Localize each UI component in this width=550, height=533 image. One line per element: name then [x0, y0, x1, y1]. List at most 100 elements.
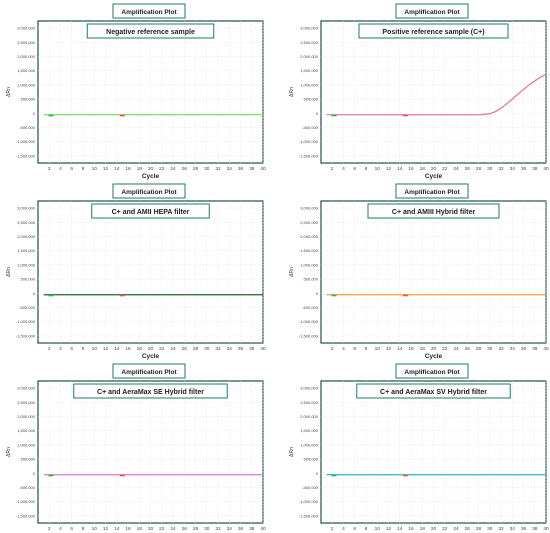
y-axis-label: ΔRn — [6, 87, 12, 97]
x-tick-label: 14 — [397, 166, 403, 172]
title-box — [358, 23, 509, 39]
y-tick-label: 1,500,000 — [300, 248, 319, 253]
y-axis-label: ΔRn — [289, 447, 295, 457]
x-tick-label: 40 — [543, 346, 549, 352]
x-tick-label: 36 — [238, 346, 244, 352]
chart-header: Amplification Plot — [121, 9, 177, 16]
chart-panel: Amplification Plot -1,500,000 -1,000,000 -5… — [6, 183, 266, 360]
header-box — [112, 3, 186, 19]
y-tick-label: -1,000,000 — [16, 319, 36, 324]
x-tick-label: 34 — [227, 166, 233, 172]
x-tick-label: 10 — [375, 166, 381, 172]
y-axis-label: ΔRn — [289, 267, 295, 277]
y-tick-label: 3,000,000 — [17, 206, 36, 211]
x-tick-label: 20 — [148, 526, 154, 532]
x-tick-label: 28 — [476, 166, 482, 172]
x-tick-label: 14 — [114, 346, 120, 352]
x-tick-label: 6 — [353, 526, 356, 532]
y-tick-label: -500,000 — [19, 125, 36, 130]
chart-title: C+ and AeraMax SE Hybrid filter — [97, 389, 204, 396]
x-tick-label: 40 — [543, 526, 549, 532]
x-tick-label: 16 — [125, 346, 131, 352]
x-tick-label: 4 — [59, 166, 62, 172]
x-tick-label: 24 — [170, 166, 176, 172]
x-tick-label: 32 — [498, 166, 504, 172]
y-tick-label: 2,000,000 — [17, 234, 36, 239]
x-tick-label: 12 — [103, 526, 109, 532]
chart-panel: Amplification Plot -1,500,000 -1,000,000 -5… — [289, 363, 549, 532]
x-tick-label: 10 — [375, 526, 381, 532]
x-tick-label: 14 — [397, 346, 403, 352]
x-tick-label: 24 — [170, 346, 176, 352]
y-axis-label: ΔRn — [6, 267, 12, 277]
x-tick-label: 34 — [227, 346, 233, 352]
x-tick-label: 12 — [386, 526, 392, 532]
x-tick-label: 28 — [476, 526, 482, 532]
y-tick-label: 1,000,000 — [300, 442, 319, 447]
chart-title: C+ and AMII HEPA filter — [112, 209, 190, 216]
header-box — [112, 183, 186, 199]
y-tick-label: 0 — [316, 291, 319, 296]
header-box — [395, 3, 469, 19]
chart-title: Negative reference sample — [106, 29, 195, 36]
x-tick-label: 34 — [510, 526, 516, 532]
header-box — [395, 183, 469, 199]
x-tick-label: 8 — [365, 166, 368, 172]
x-tick-label: 10 — [92, 166, 98, 172]
x-tick-label: 24 — [453, 346, 459, 352]
x-tick-label: 6 — [70, 346, 73, 352]
series-line — [326, 73, 547, 116]
y-tick-label: 1,000,000 — [17, 442, 36, 447]
x-tick-label: 30 — [204, 166, 210, 172]
x-tick-label: 38 — [532, 526, 538, 532]
y-tick-label: -1,500,000 — [16, 513, 36, 518]
y-tick-label: 1,500,000 — [17, 428, 36, 433]
x-tick-label: 16 — [408, 346, 414, 352]
x-tick-label: 12 — [386, 166, 392, 172]
x-tick-label: 24 — [453, 526, 459, 532]
x-tick-label: 30 — [487, 166, 493, 172]
x-tick-label: 26 — [465, 166, 471, 172]
x-tick-label: 2 — [48, 526, 51, 532]
title-box — [86, 23, 215, 39]
x-tick-label: 40 — [260, 346, 266, 352]
chart-panel: Amplification Plot -1,500,000 -1,000,000 -5… — [289, 3, 549, 180]
title-box — [356, 383, 511, 399]
y-tick-label: 2,500,000 — [17, 40, 36, 45]
y-tick-label: 3,000,000 — [300, 26, 319, 31]
y-tick-label: 2,500,000 — [300, 40, 319, 45]
x-tick-label: 2 — [331, 526, 334, 532]
x-tick-label: 18 — [137, 526, 143, 532]
x-tick-label: 34 — [510, 346, 516, 352]
y-axis-label: ΔRn — [6, 447, 12, 457]
x-tick-label: 4 — [342, 346, 345, 352]
x-tick-label: 38 — [532, 346, 538, 352]
y-tick-label: 1,000,000 — [300, 82, 319, 87]
x-tick-label: 20 — [148, 166, 154, 172]
y-tick-label: 2,000,000 — [300, 414, 319, 419]
y-tick-label: 500,000 — [304, 277, 319, 282]
x-tick-label: 22 — [442, 346, 448, 352]
x-tick-label: 2 — [331, 166, 334, 172]
y-tick-label: 0 — [33, 471, 36, 476]
x-tick-label: 16 — [125, 526, 131, 532]
x-tick-label: 26 — [182, 346, 188, 352]
x-tick-label: 6 — [70, 166, 73, 172]
x-tick-label: 28 — [193, 346, 199, 352]
x-axis-label: Cycle — [142, 353, 160, 360]
x-tick-label: 22 — [442, 526, 448, 532]
x-tick-label: 18 — [420, 166, 426, 172]
y-tick-label: 3,000,000 — [17, 386, 36, 391]
x-tick-label: 18 — [137, 346, 143, 352]
x-tick-label: 18 — [420, 346, 426, 352]
y-tick-label: 2,500,000 — [17, 220, 36, 225]
x-tick-label: 38 — [532, 166, 538, 172]
y-tick-label: 1,500,000 — [300, 428, 319, 433]
header-box — [112, 363, 186, 379]
x-axis-label: Cycle — [142, 173, 160, 180]
y-tick-label: 2,500,000 — [300, 220, 319, 225]
x-tick-label: 4 — [59, 526, 62, 532]
y-tick-label: 500,000 — [21, 457, 36, 462]
x-tick-label: 30 — [204, 526, 210, 532]
x-tick-label: 32 — [215, 166, 221, 172]
